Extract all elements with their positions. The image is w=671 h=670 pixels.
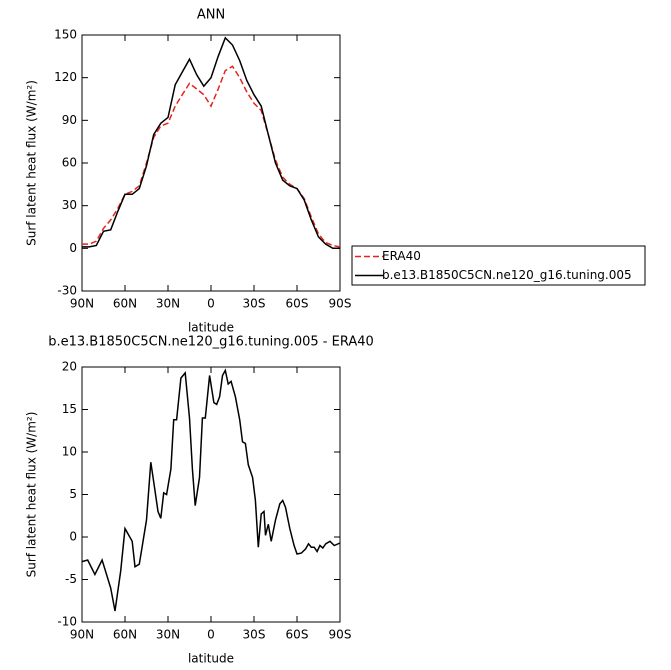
legend-label: b.e13.B1850C5CN.ne120_g16.tuning.005 bbox=[382, 268, 632, 282]
legend: ERA40 b.e13.B1850C5CN.ne120_g16.tuning.00… bbox=[351, 245, 646, 286]
plot-frame bbox=[81, 34, 341, 292]
x-tick-label: 60S bbox=[286, 628, 309, 642]
chart-title: b.e13.B1850C5CN.ne120_g16.tuning.005 - E… bbox=[48, 335, 374, 350]
y-tick-label: -30 bbox=[57, 284, 77, 298]
y-tick-label: 0 bbox=[69, 530, 77, 544]
legend-frame bbox=[351, 245, 646, 286]
data-line bbox=[82, 36, 340, 250]
x-axis-label: latitude bbox=[188, 652, 234, 666]
x-tick-label: 90N bbox=[70, 297, 94, 311]
y-tick-label: 20 bbox=[62, 360, 77, 374]
panel: b.e13.B1850C5CN.ne120_g16.tuning.005 - E… bbox=[25, 335, 374, 666]
y-tick-label: 120 bbox=[54, 70, 77, 84]
x-tick-label: 60S bbox=[286, 297, 309, 311]
y-tick-label: 15 bbox=[62, 402, 77, 416]
y-tick-label: 5 bbox=[69, 487, 77, 501]
y-tick-label: -10 bbox=[57, 615, 77, 629]
chart-title: ANN bbox=[197, 8, 225, 23]
y-axis-label: Surf latent heat flux (W/m²) bbox=[25, 412, 39, 578]
x-tick-label: 60N bbox=[113, 297, 137, 311]
x-tick-label: 30N bbox=[156, 628, 180, 642]
legend-label: ERA40 bbox=[382, 249, 421, 263]
data-line bbox=[82, 65, 341, 248]
x-tick-label: 90S bbox=[329, 628, 352, 642]
x-axis-label: latitude bbox=[188, 321, 234, 335]
x-tick-label: 30N bbox=[156, 297, 180, 311]
y-tick-label: 30 bbox=[62, 198, 77, 212]
y-tick-label: 60 bbox=[62, 156, 77, 170]
y-tick-label: 150 bbox=[54, 28, 77, 42]
x-tick-label: 60N bbox=[113, 628, 137, 642]
plot-frame bbox=[81, 366, 341, 623]
x-tick-label: 0 bbox=[207, 297, 215, 311]
y-tick-label: -5 bbox=[65, 572, 77, 586]
y-axis-label: Surf latent heat flux (W/m²) bbox=[25, 80, 39, 246]
panel: ANN -30 0 30 60 90 120 150 90N 60N 30N 0 30S 60S 90S la… bbox=[25, 8, 646, 335]
x-tick-label: 90N bbox=[70, 628, 94, 642]
y-tick-label: 10 bbox=[62, 445, 77, 459]
y-tick-label: 90 bbox=[62, 113, 77, 127]
x-tick-label: 90S bbox=[329, 297, 352, 311]
x-tick-label: 0 bbox=[207, 628, 215, 642]
x-tick-label: 30S bbox=[243, 628, 266, 642]
data-line bbox=[81, 368, 341, 612]
y-tick-label: 0 bbox=[69, 241, 77, 255]
x-tick-label: 30S bbox=[243, 297, 266, 311]
